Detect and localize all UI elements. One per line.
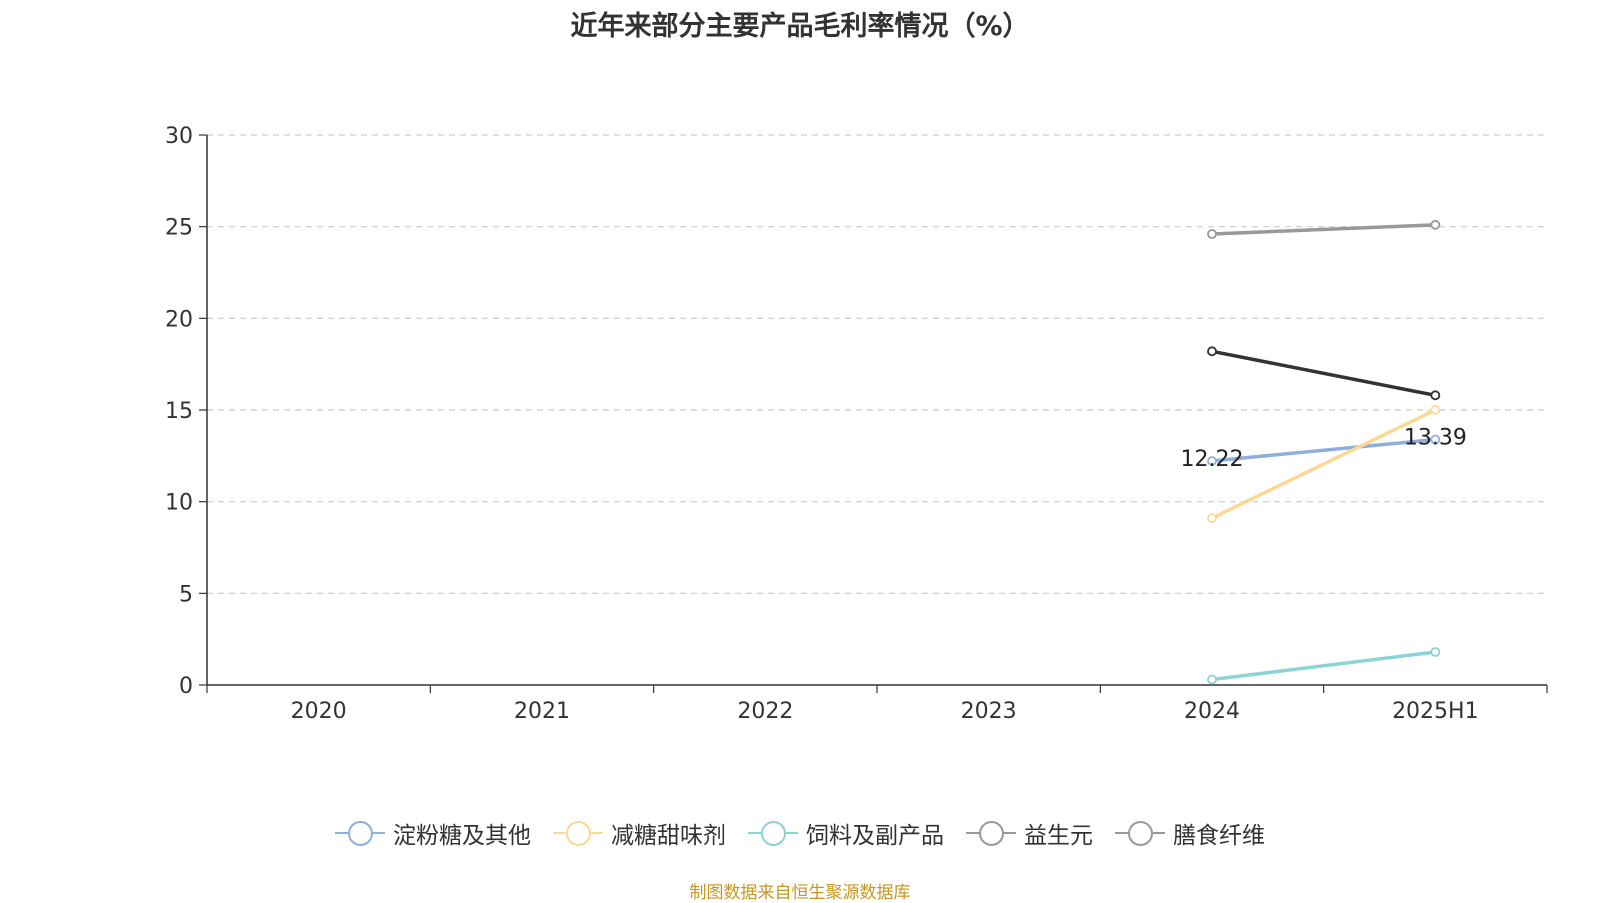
x-tick-label: 2023 [961,699,1017,724]
x-tick-label: 2020 [291,699,347,724]
legend-circle-icon [553,820,603,846]
data-point [1207,674,1217,685]
legend-circle-icon [335,820,385,846]
legend-circle-icon [966,820,1016,846]
legend-label: 淀粉糖及其他 [393,823,531,849]
line-chart: 0 5 10 15 20 25 30 2020 2021 2022 2023 2024 2025H1 12… [165,124,1548,724]
data-point [1207,229,1217,239]
data-point [1430,405,1441,415]
legend-item-starch-sugar[interactable]: 淀粉糖及其他 [335,816,531,850]
data-point [1207,456,1217,466]
series-line [1211,223,1436,236]
y-tick-label: 10 [165,491,193,516]
series-line [1211,408,1437,520]
legend-item-dietary-fiber[interactable]: 膳食纤维 [1115,816,1265,850]
series-line [1211,349,1436,398]
y-tick-label: 5 [179,582,193,607]
legend-label: 益生元 [1024,823,1093,849]
legend: 淀粉糖及其他 减糖甜味剂 饲料及副产品 益生元 膳食纤维 [0,816,1600,850]
data-point [1430,390,1441,401]
data-label: 12.22 [1181,447,1244,472]
data-point [1430,647,1441,657]
data-point [1430,219,1441,230]
x-tick-label: 2022 [737,699,793,724]
y-tick-label: 15 [165,399,193,424]
legend-circle-icon [1115,820,1165,846]
legend-item-prebiotic[interactable]: 益生元 [966,816,1093,850]
y-tick-label: 0 [179,674,193,699]
series-line [1211,650,1436,682]
x-tick-label: 2024 [1184,699,1240,724]
legend-circle-icon [748,820,798,846]
data-point [1207,346,1217,357]
legend-item-feed[interactable]: 饲料及副产品 [748,816,944,850]
data-label: 13.39 [1404,426,1467,451]
legend-label: 膳食纤维 [1173,823,1265,849]
x-tick-label: 2025H1 [1392,699,1479,724]
legend-item-sweetener[interactable]: 减糖甜味剂 [553,816,726,850]
y-tick-label: 20 [165,307,193,332]
y-tick-label: 30 [165,124,193,149]
legend-label: 饲料及副产品 [806,823,944,849]
series-line [1211,437,1436,463]
source-note: 制图数据来自恒生聚源数据库 [689,883,911,903]
chart-title: 近年来部分主要产品毛利率情况（%） [570,11,1030,42]
legend-label: 减糖甜味剂 [611,823,726,849]
data-point [1430,434,1441,445]
y-tick-label: 25 [165,216,193,241]
data-point [1207,513,1217,524]
x-tick-label: 2021 [514,699,570,724]
